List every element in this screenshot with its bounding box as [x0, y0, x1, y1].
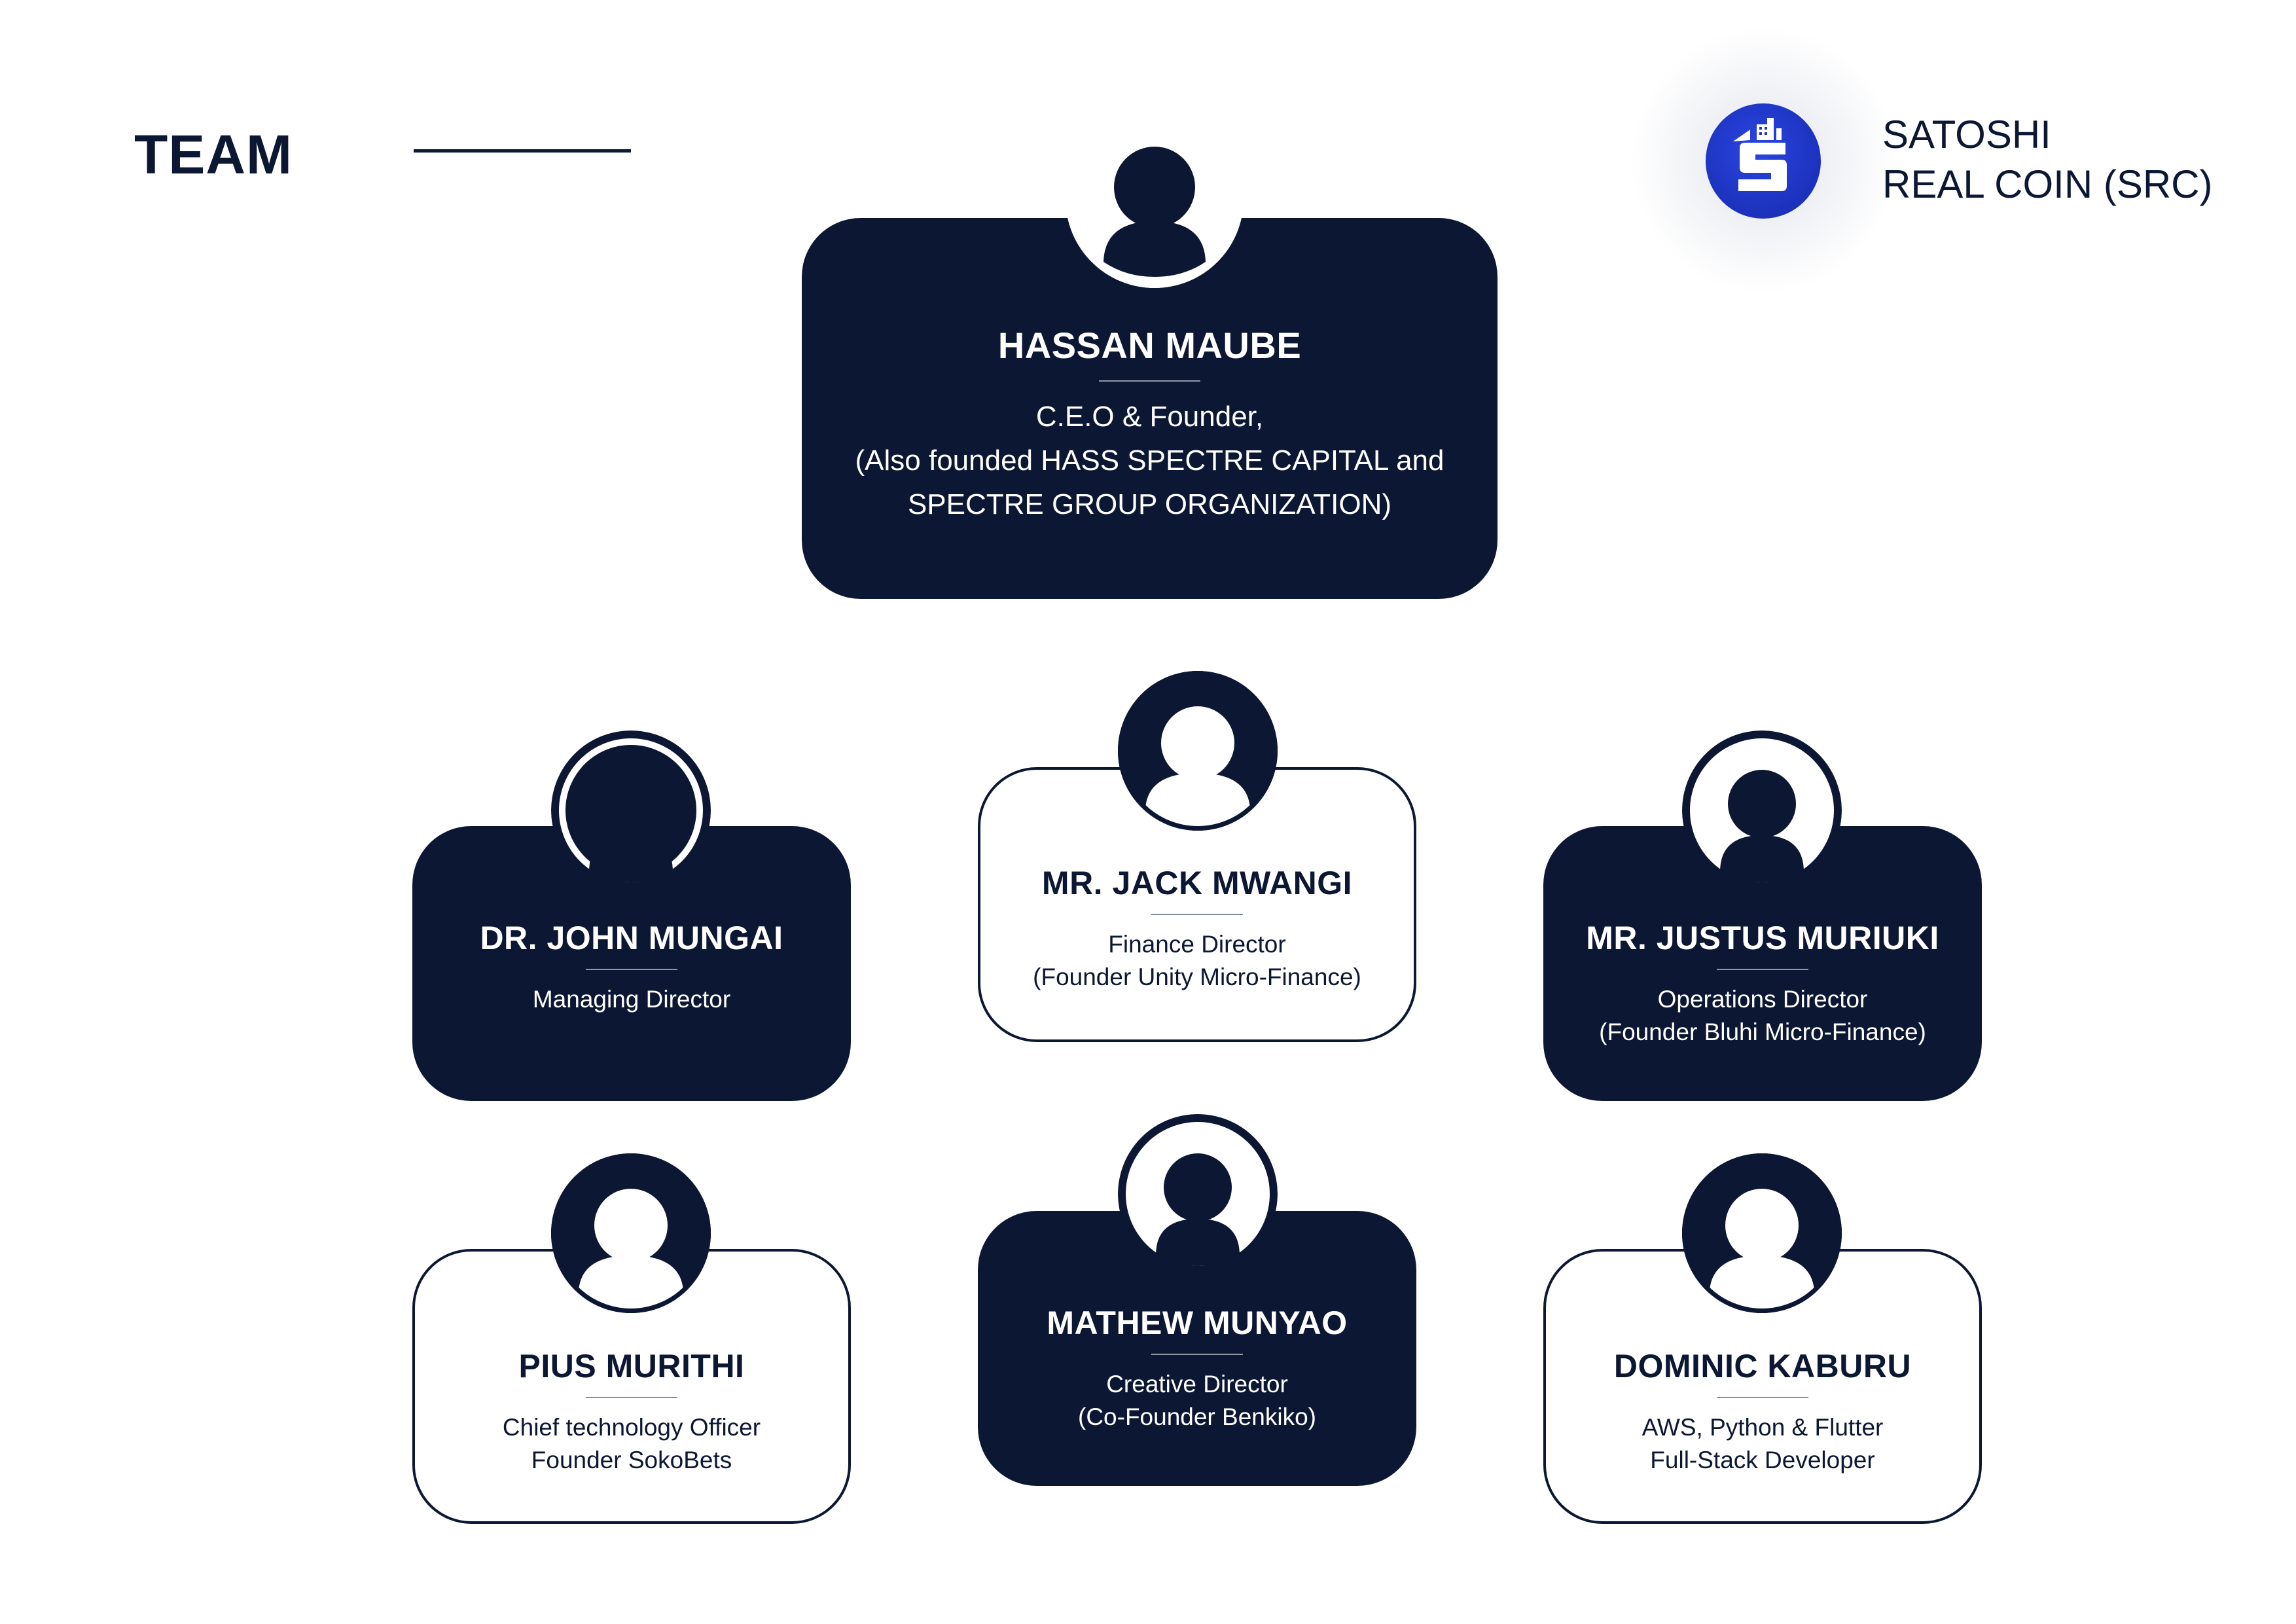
member-name: MR. JUSTUS MURIUKI [1586, 920, 1939, 956]
avatar-mathew [1118, 1114, 1278, 1274]
member-role-line1: Operations Director [1657, 986, 1868, 1013]
member-role-line2: Founder SokoBets [531, 1447, 732, 1473]
brand-name: SATOSHI REAL COIN (SRC) [1882, 110, 2213, 209]
member-role-line2: Full-Stack Developer [1650, 1447, 1875, 1473]
title-underline [414, 149, 631, 153]
member-name: HASSAN MAUBE [997, 325, 1302, 366]
name-divider [1151, 914, 1243, 915]
member-role-line3: SPECTRE GROUP ORGANIZATION) [907, 488, 1392, 520]
member-role-line2: (Founder Bluhi Micro-Finance) [1599, 1019, 1926, 1045]
name-divider [1099, 380, 1200, 382]
brand-name-line1: SATOSHI [1882, 113, 2051, 156]
avatar-pius [551, 1153, 711, 1313]
avatar-justus [1682, 731, 1842, 890]
member-name: DOMINIC KABURU [1613, 1348, 1912, 1384]
name-divider [1151, 1354, 1243, 1355]
member-name: MR. JACK MWANGI [1041, 865, 1353, 901]
member-role-line1: Chief technology Officer [502, 1414, 761, 1441]
member-role-line2: (Founder Unity Micro-Finance) [1033, 964, 1361, 990]
member-role-line1: AWS, Python & Flutter [1641, 1414, 1884, 1441]
brand-name-line2: REAL COIN (SRC) [1882, 162, 2213, 206]
member-role-line1: Managing Director [532, 986, 731, 1013]
avatar-jack [1118, 671, 1278, 831]
member-role-line2: (Also founded HASS SPECTRE CAPITAL and [855, 444, 1444, 477]
page-title: TEAM [134, 124, 293, 185]
team-card-jack: MR. JACK MWANGI Finance Director (Founde… [978, 767, 1416, 1042]
satoshi-s-logo-icon [1704, 102, 1822, 220]
member-name: DR. JOHN MUNGAI [480, 920, 783, 956]
name-divider [586, 969, 677, 970]
member-name: PIUS MURITHI [518, 1348, 745, 1384]
member-name: MATHEW MUNYAO [1047, 1305, 1348, 1341]
member-role-line1: Creative Director [1106, 1371, 1288, 1398]
member-role-line1: Finance Director [1108, 931, 1286, 958]
avatar-dominic [1682, 1153, 1842, 1313]
name-divider [1717, 969, 1808, 970]
avatar-ceo [1066, 110, 1244, 288]
member-role-line2: (Co-Founder Benkiko) [1078, 1403, 1316, 1430]
name-divider [1717, 1397, 1808, 1398]
avatar-john [551, 731, 711, 890]
team-card-john: DR. JOHN MUNGAI Managing Director [412, 826, 851, 1101]
name-divider [586, 1397, 677, 1398]
member-role-line1: C.E.O & Founder, [1035, 401, 1264, 433]
